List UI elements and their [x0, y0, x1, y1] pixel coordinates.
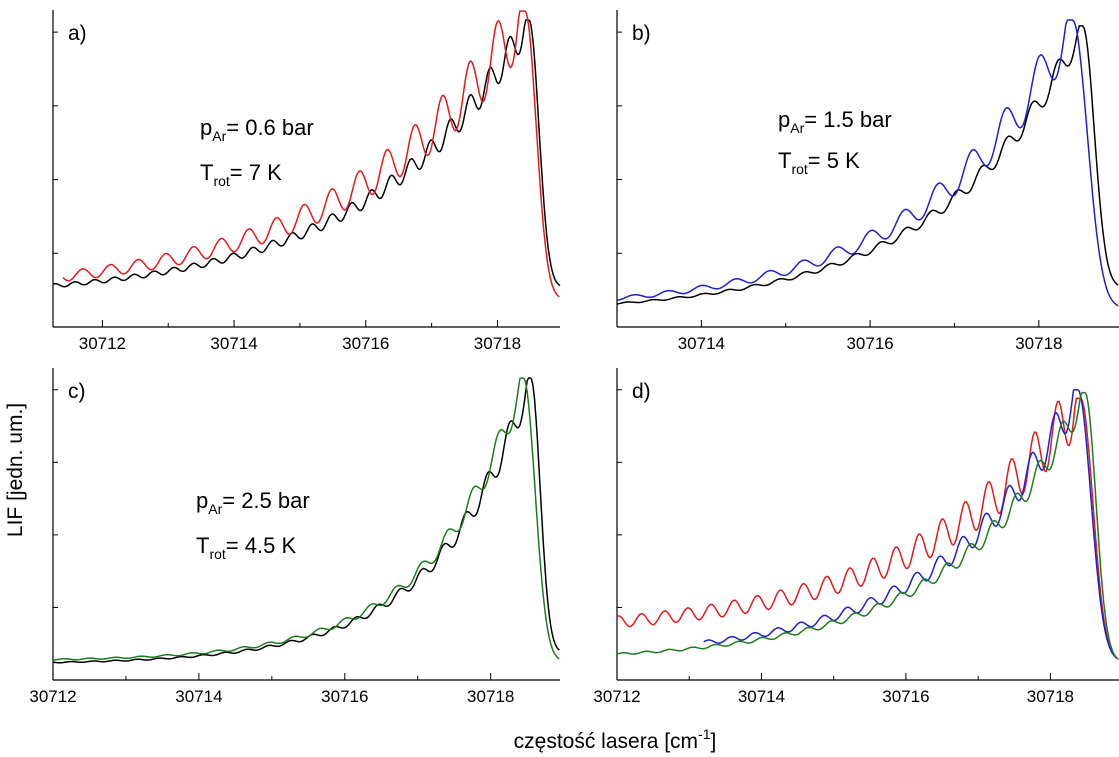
y-axis-label: LIF [jedn. um.] [4, 403, 27, 537]
x-tick-label: 30714 [175, 687, 222, 706]
panel-d: 30712 30714 30716 30718 d) [593, 368, 1119, 706]
panel-a: 30712 30714 30716 30718 a) pAr= 0.6 bar Trot= … [52, 10, 561, 353]
x-tick-label: 30716 [321, 687, 368, 706]
annotation-pressure: pAr= 0.6 bar [200, 115, 314, 144]
annotation-pressure: pAr= 1.5 bar [778, 107, 892, 136]
series-line-black [616, 25, 1119, 305]
x-tick-label: 30712 [593, 687, 640, 706]
panel-label: a) [68, 22, 87, 45]
series-line-green [52, 377, 560, 661]
annotation-temperature: Trot= 5 K [778, 148, 860, 177]
annotation-temperature: Trot= 7 K [200, 160, 282, 189]
x-tick-label: 30718 [474, 334, 521, 353]
x-tick-label: 30718 [467, 687, 514, 706]
panel-c: 30712 30714 30716 30718 c) pAr= 2.5 bar Trot= … [29, 368, 560, 706]
series-line-red [616, 397, 1119, 660]
annotation-temperature: Trot= 4.5 K [196, 533, 296, 562]
x-tick-label: 30716 [882, 687, 929, 706]
series-line-red [62, 10, 560, 298]
x-axis-label-superscript: -1 [698, 726, 711, 742]
x-axis-label: częstość lasera [cm-1] [514, 726, 717, 753]
x-tick-label: 30714 [738, 687, 785, 706]
x-tick-label: 30716 [846, 334, 893, 353]
annotation-pressure: pAr= 2.5 bar [196, 488, 310, 517]
x-tick-label: 30714 [678, 334, 725, 353]
x-axis-label-end: ] [711, 730, 717, 753]
panel-b: 30714 30716 30718 b) pAr= 1.5 bar Trot= 5 K [616, 10, 1119, 353]
x-axis-label-main: częstość lasera [cm [514, 730, 698, 753]
x-tick-label: 30718 [1027, 687, 1074, 706]
panel-label: d) [632, 380, 651, 403]
x-tick-label: 30716 [342, 334, 389, 353]
series-line-blue [703, 388, 1119, 660]
series-line-blue [616, 19, 1119, 307]
x-tick-label: 30718 [1015, 334, 1062, 353]
x-tick-label: 30714 [210, 334, 257, 353]
panel-label: c) [68, 380, 86, 403]
series-line-green [616, 391, 1119, 660]
x-tick-label: 30712 [29, 687, 76, 706]
series-line-black [52, 377, 560, 664]
series-line-black [52, 19, 561, 288]
panel-label: b) [632, 22, 651, 45]
x-tick-label: 30712 [79, 334, 126, 353]
